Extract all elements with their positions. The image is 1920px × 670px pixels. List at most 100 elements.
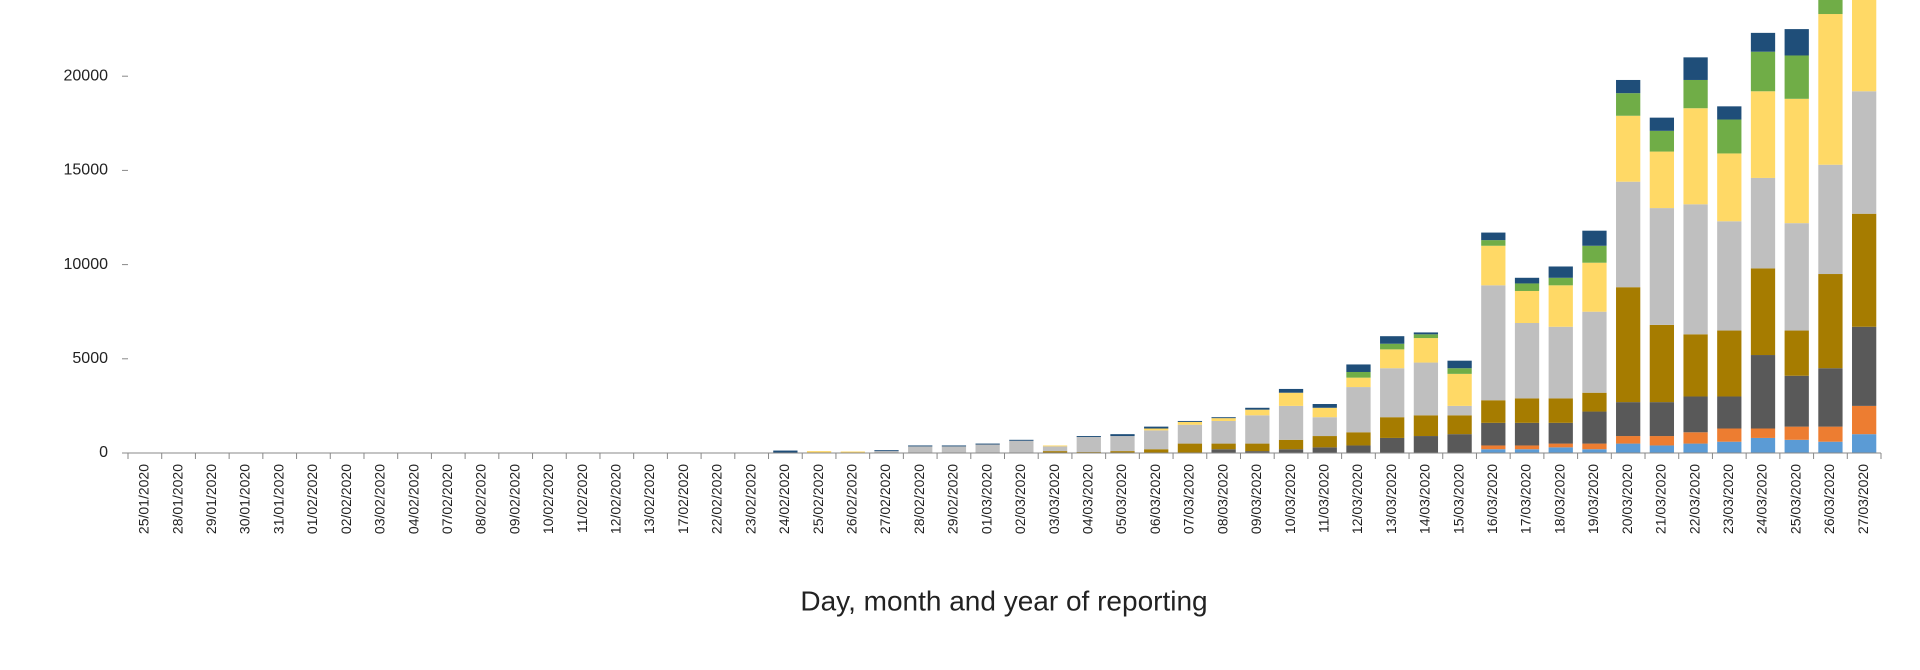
bar-segment: [1447, 415, 1472, 435]
x-tick-label: 03/03/2020: [1046, 464, 1062, 534]
bar-segment: [1548, 398, 1573, 423]
x-tick-label: 24/03/2020: [1754, 464, 1770, 534]
bar-segment: [1413, 334, 1439, 339]
bar-segment: [1750, 32, 1776, 52]
bar-segment: [1346, 377, 1371, 388]
x-tick-label: 18/03/2020: [1551, 464, 1567, 534]
bar-segment: [1649, 117, 1675, 131]
bar-segment: [1245, 407, 1270, 410]
x-tick-label: 02/03/2020: [1012, 464, 1028, 534]
bar-segment: [1616, 443, 1641, 453]
bar-segment: [1447, 405, 1472, 416]
x-tick-label: 31/01/2020: [270, 464, 286, 534]
bar-segment: [1076, 436, 1101, 453]
bar-segment: [1447, 368, 1472, 374]
bar-segment: [1481, 400, 1506, 423]
x-tick-label: 26/03/2020: [1821, 464, 1837, 534]
bar-segment: [1818, 0, 1843, 15]
x-tick-label: 25/03/2020: [1787, 464, 1803, 534]
bar-segment: [1413, 362, 1439, 416]
bar-segment: [1110, 436, 1135, 452]
bar-segment: [1514, 277, 1540, 284]
bar-segment: [1346, 371, 1371, 378]
x-tick-label: 25/01/2020: [136, 464, 152, 534]
bar-segment: [1750, 91, 1776, 178]
bar-segment: [1447, 360, 1472, 369]
bar-segment: [1380, 343, 1405, 350]
x-tick-label: 24/02/2020: [776, 464, 792, 534]
bar-segment: [1649, 208, 1675, 325]
bar-segment: [908, 445, 933, 447]
bar-segment: [1784, 375, 1809, 427]
bar-segment: [1245, 415, 1270, 444]
bar-segment: [1211, 418, 1236, 421]
y-tick-label: 0: [99, 444, 108, 461]
bar-segment: [1717, 428, 1742, 442]
bar-segment: [1413, 415, 1439, 437]
bar-segment: [1177, 420, 1203, 422]
bar-segment: [1346, 387, 1371, 433]
bar-segment: [1852, 0, 1877, 92]
bar-segment: [1514, 323, 1540, 399]
x-tick-label: 29/02/2020: [945, 464, 961, 534]
y-tick-label: 20000: [64, 67, 109, 84]
bar-segment: [1750, 268, 1776, 356]
bar-segment: [1818, 441, 1843, 453]
bar-segment: [1110, 434, 1135, 437]
bar-segment: [1616, 436, 1641, 444]
bar-segment: [1211, 443, 1236, 450]
bar-segment: [1784, 223, 1809, 331]
x-tick-label: 15/03/2020: [1450, 464, 1466, 534]
x-tick-label: 03/02/2020: [372, 464, 388, 534]
x-tick-label: 17/02/2020: [675, 464, 691, 534]
x-tick-label: 29/01/2020: [203, 464, 219, 534]
x-tick-label: 23/02/2020: [742, 464, 758, 534]
bar-segment: [1784, 29, 1809, 56]
x-tick-label: 01/02/2020: [304, 464, 320, 534]
bar-segment: [1514, 283, 1540, 291]
bar-segment: [1717, 106, 1742, 120]
x-tick-label: 23/03/2020: [1720, 464, 1736, 534]
bar-segment: [1548, 443, 1573, 448]
y-tick-label: 10000: [64, 256, 109, 273]
bar-segment: [1447, 373, 1472, 406]
bar-segment: [1717, 153, 1742, 222]
y-tick-label: 15000: [64, 162, 109, 179]
x-tick-label: 26/02/2020: [844, 464, 860, 534]
bar-segment: [1548, 266, 1573, 278]
x-tick-label: 08/03/2020: [1214, 464, 1230, 534]
bar-segment: [1683, 432, 1708, 444]
bar-segment: [1514, 290, 1540, 324]
bar-segment: [1042, 445, 1068, 447]
bar-segment: [1717, 221, 1742, 331]
bar-segment: [1582, 449, 1607, 453]
bar-segment: [1649, 402, 1675, 437]
x-tick-label: 14/03/2020: [1417, 464, 1433, 534]
bar-segment: [1683, 79, 1708, 109]
bar-segment: [975, 444, 1000, 453]
bar-segment: [1278, 405, 1304, 440]
bar-segment: [1818, 14, 1843, 165]
x-tick-label: 08/02/2020: [473, 464, 489, 534]
bar-segment: [1312, 436, 1337, 448]
x-tick-label: 12/02/2020: [608, 464, 624, 534]
x-tick-label: 01/03/2020: [978, 464, 994, 534]
x-tick-label: 17/03/2020: [1518, 464, 1534, 534]
bar-segment: [1009, 439, 1034, 441]
x-tick-label: 21/03/2020: [1653, 464, 1669, 534]
bar-segment: [1717, 330, 1742, 397]
bar-segment: [1818, 164, 1843, 275]
bar-segment: [1413, 338, 1439, 363]
bar-segment: [1144, 430, 1169, 450]
x-tick-label: 13/03/2020: [1383, 464, 1399, 534]
bar-segment: [1548, 277, 1573, 286]
bar-segment: [1649, 324, 1675, 403]
bar-segment: [1649, 130, 1675, 152]
bar-segment: [1514, 398, 1540, 423]
bar-segment: [1211, 449, 1236, 453]
bar-segment: [1548, 326, 1573, 399]
bar-segment: [1582, 311, 1607, 393]
bar-segment: [806, 451, 832, 453]
bar-segment: [1413, 332, 1439, 335]
bar-segment: [840, 451, 865, 453]
